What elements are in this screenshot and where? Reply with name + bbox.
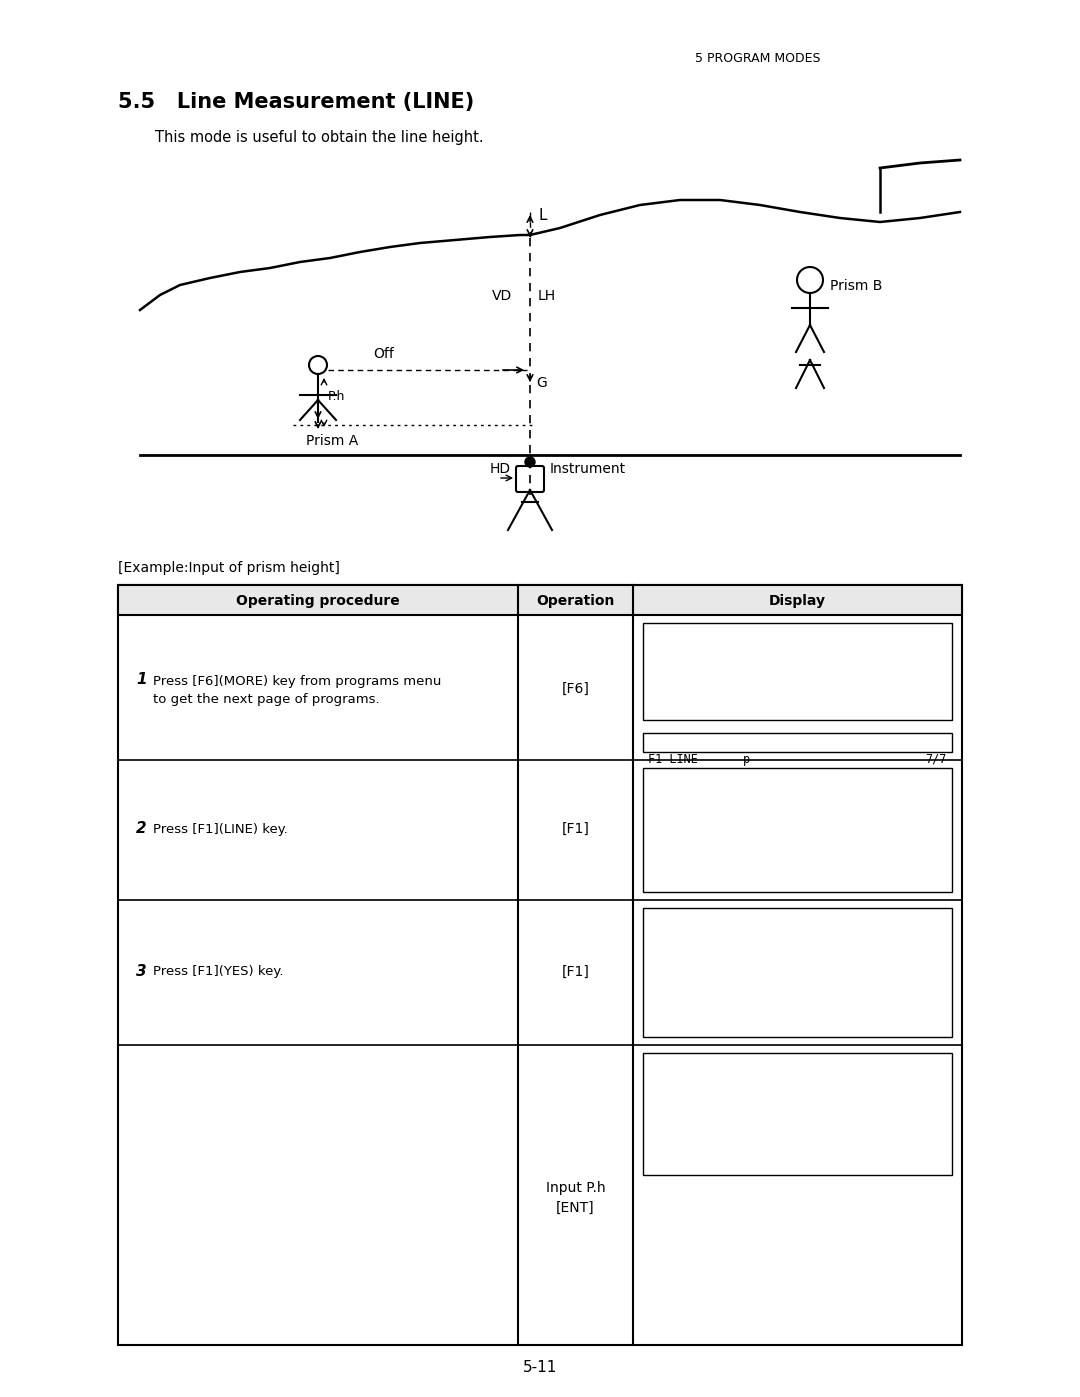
Bar [643,733,951,752]
Bar [118,585,962,1345]
Text: Operating procedure: Operating procedure [237,594,400,608]
Text: 5.5   Line Measurement (LINE): 5.5 Line Measurement (LINE) [118,92,474,112]
Text: SET: SET [926,1118,947,1132]
Text: Input P.h: Input P.h [545,1180,605,1194]
Text: F3 EXT.LINK: F3 EXT.LINK [648,785,727,798]
Text: <STEP-1>PT A: <STEP-1>PT A [648,1074,733,1087]
Text: m: m [758,1090,765,1104]
Text: F1 LINE: F1 LINE [648,753,698,766]
Bar [643,908,951,1037]
Text: [F1]: [F1] [562,821,590,835]
Bar [118,585,962,615]
Text: Programs: Programs [648,626,705,638]
Text: Display: Display [769,594,826,608]
Text: 1: 1 [136,672,147,687]
Text: Prism A: Prism A [306,434,359,448]
Text: p: p [743,753,751,766]
Text: F1 BS: F1 BS [648,643,684,657]
Text: F2 OFFSET: F2 OFFSET [648,768,712,782]
Text: HD: HD [490,462,511,476]
Text: p: p [743,643,751,657]
Text: L: L [538,208,546,224]
Text: m: m [758,944,765,958]
Text: F4 MLM: F4 MLM [648,692,691,704]
Text: 5-11: 5-11 [523,1361,557,1375]
Text: P.h: P.h [328,390,346,402]
Circle shape [525,457,535,467]
Text: p: p [743,692,751,704]
Text: LH: LH [538,289,556,303]
Text: [Example:Input of prism height]: [Example:Input of prism height] [118,562,340,576]
Bar [643,768,951,893]
Text: p: p [743,768,751,782]
Bar [643,623,951,719]
Text: HD:: HD: [648,1090,676,1104]
Text: [ENT]: [ENT] [556,1201,595,1215]
Text: LINE: LINE [648,773,676,785]
Text: [F6]: [F6] [562,682,590,696]
Bar [118,585,962,615]
Text: Press [F1](LINE) key.: Press [F1](LINE) key. [153,823,288,835]
Text: F3 REM: F3 REM [648,675,691,687]
Text: P.h:: P.h: [648,944,684,958]
Text: MEAS: MEAS [648,1118,676,1132]
Text: p: p [743,659,751,672]
Text: to get the next page of programs.: to get the next page of programs. [153,693,380,707]
Text: 7/7: 7/7 [926,753,947,766]
Text: [F1]: [F1] [562,964,590,978]
Text: Prism height: Prism height [648,789,733,802]
Text: p: p [743,785,751,798]
Text: Prism B: Prism B [831,279,882,293]
Text: 3: 3 [136,964,147,978]
Text: 4/7: 4/7 [926,643,947,657]
Text: 2: 2 [136,821,147,835]
Text: 2 NO: 2 NO [648,821,684,834]
Text: LINE: LINE [648,1058,676,1070]
Text: G: G [536,376,546,390]
Text: EXIT: EXIT [648,972,676,986]
Text: 5 PROGRAM MODES: 5 PROGRAM MODES [696,52,821,66]
Text: p: p [743,675,751,687]
Text: VD: VD [492,289,512,303]
Text: Instrument: Instrument [550,462,626,476]
Text: Off: Off [373,346,394,360]
Text: F2 STORE: F2 STORE [648,659,705,672]
Text: Press [F6](MORE) key from programs menu: Press [F6](MORE) key from programs menu [153,675,442,687]
Bar [643,1053,951,1175]
Text: Prism height: Prism height [648,929,733,942]
Text: 1 YES: 1 YES [648,805,691,819]
Text: Programs: Programs [648,736,705,749]
Text: This mode is useful to obtain the line height.: This mode is useful to obtain the line h… [156,130,484,145]
Text: LINE: LINE [648,912,676,925]
Text: Press [F1](YES) key.: Press [F1](YES) key. [153,965,283,978]
Text: Operation: Operation [537,594,615,608]
Text: BS: BS [933,972,947,986]
Text: MORE: MORE [918,800,947,814]
FancyBboxPatch shape [516,467,544,492]
Text: MORE: MORE [918,692,947,704]
